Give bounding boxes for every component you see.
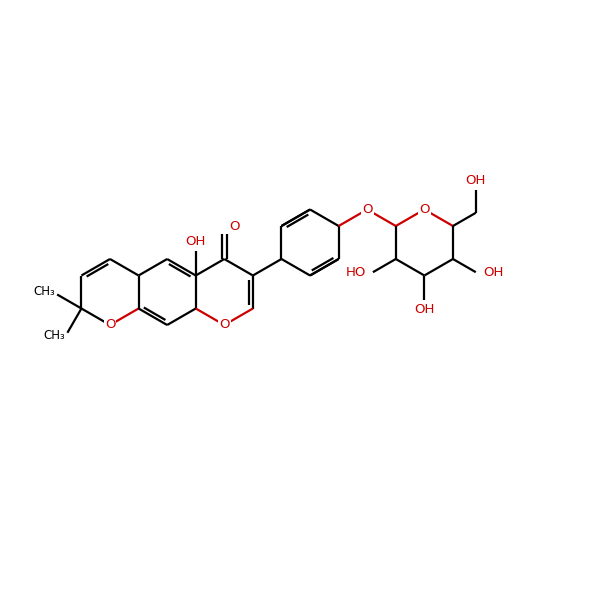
Text: OH: OH: [466, 174, 486, 187]
Text: CH₃: CH₃: [44, 329, 65, 342]
Text: HO: HO: [346, 266, 366, 278]
Text: OH: OH: [483, 266, 503, 278]
Text: O: O: [105, 319, 115, 331]
Text: O: O: [419, 203, 430, 216]
Text: O: O: [229, 220, 240, 233]
Text: CH₃: CH₃: [34, 285, 55, 298]
Text: OH: OH: [185, 235, 206, 248]
Text: OH: OH: [414, 303, 434, 316]
Text: O: O: [219, 319, 230, 331]
Text: O: O: [362, 203, 373, 216]
